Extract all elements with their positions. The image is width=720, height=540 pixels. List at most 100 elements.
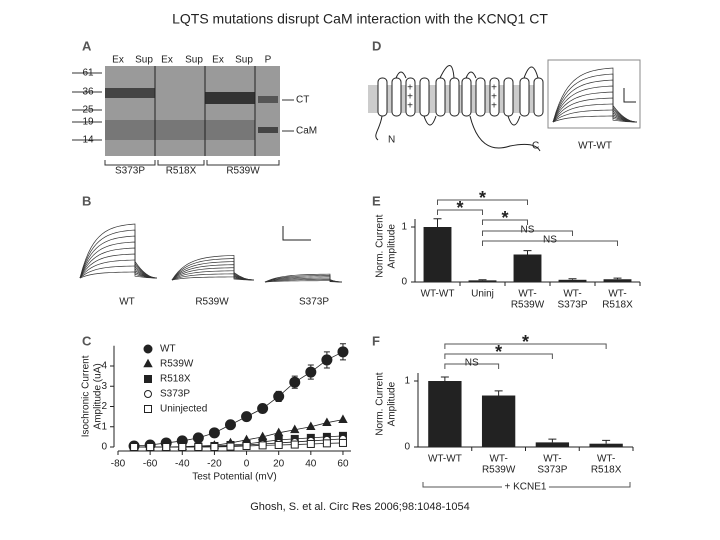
significance-bracket [437,199,528,205]
title: LQTS mutations disrupt CaM interaction w… [172,11,548,27]
marker-label: 61 [82,68,94,79]
marker [337,346,349,358]
legend-label: WT [160,344,176,355]
legend-marker [143,344,153,354]
y-tick-label: 0 [404,442,410,453]
trace [552,67,638,123]
trace [79,235,158,279]
citation: Ghosh, S. et al. Circ Res 2006;98:1048-1… [250,501,470,513]
y-tick-label: 3 [101,381,107,392]
trace [79,265,158,279]
trace-label: WT-WT [578,141,612,152]
error-bar [568,278,577,280]
y-axis-label: Amplitude [387,381,398,426]
trace [79,229,158,279]
scale-bar [282,226,311,241]
group-label: + KCNE1 [505,482,547,493]
error-bar [613,277,622,280]
y-tick-label: 1 [404,376,410,387]
trace [552,103,638,123]
panel-label: A [82,38,92,53]
lane-label: P [265,55,272,66]
trace [79,259,158,279]
marker [210,443,219,451]
group-label: R539W [226,166,260,177]
x-tick-label: WT- [543,454,561,465]
topology-diagram [368,59,641,152]
bar [558,279,587,282]
y-axis-label: Norm. Current [375,372,386,436]
marker [321,354,333,366]
significance-label: NS [543,235,557,246]
marker [322,439,331,448]
legend-label: S373P [160,389,190,400]
marker [273,390,285,402]
x-tick-label: 40 [305,459,317,470]
legend-label: R518X [160,374,191,385]
trace-label: WT [119,297,135,308]
charge: + [491,83,497,94]
marker [257,403,269,415]
x-tick-label: Uninj [471,289,494,300]
lane-label: Sup [185,55,203,66]
trace [264,273,343,283]
x-tick-label: -60 [143,459,158,470]
trace [79,241,158,279]
band-label: CT [296,95,309,106]
x-tick-label: -40 [175,459,190,470]
marker [322,417,332,426]
x-tick-label: WT- [518,289,536,300]
current-traces [79,67,638,283]
charge: + [407,83,413,94]
x-tick-label: WT-WT [428,454,462,465]
error-bar [433,218,442,227]
marker [241,411,253,423]
x-tick-label: S373P [537,465,567,476]
marker [194,443,203,451]
gel [72,66,294,166]
trace [79,271,158,279]
trace [552,79,638,123]
significance-bracket [437,209,483,215]
y-tick-label: 4 [101,361,107,372]
significance-label: * [456,198,463,218]
significance-bracket [482,219,528,225]
bar [423,227,452,282]
terminus-label: C [532,141,539,152]
marker [258,441,267,450]
x-tick-label: WT- [489,454,507,465]
terminus-label: N [388,135,395,146]
y-tick-label: 0 [101,442,107,453]
significance-label: NS [465,358,479,369]
lane-label: Sup [135,55,153,66]
y-axis-label: Norm. Current [375,214,386,278]
bar [481,395,516,447]
x-tick-label: R518X [591,465,622,476]
trace [171,255,255,281]
significance-bracket [482,240,618,246]
marker [273,427,284,437]
marker [130,443,139,451]
y-axis-label: Isochronic Current [81,355,92,437]
marker [290,424,300,434]
error-bar [602,439,611,444]
panel-label: D [372,38,381,53]
significance-label: * [501,208,508,228]
x-axis-label: Test Potential (mV) [192,472,276,483]
panel-label: F [372,333,380,348]
marker-label: 36 [82,87,94,98]
bar [603,279,632,282]
x-tick-label: 60 [337,459,349,470]
legend-marker [143,358,153,368]
significance-label: NS [521,225,535,236]
group-bracket [422,482,631,488]
marker [242,441,251,450]
significance-bracket [444,363,500,369]
trace [552,109,638,123]
panel-label: E [372,193,381,208]
significance-label: * [495,342,502,362]
x-tick-label: WT-WT [421,289,455,300]
marker [306,439,315,448]
legend-label: Uninjected [160,404,207,415]
